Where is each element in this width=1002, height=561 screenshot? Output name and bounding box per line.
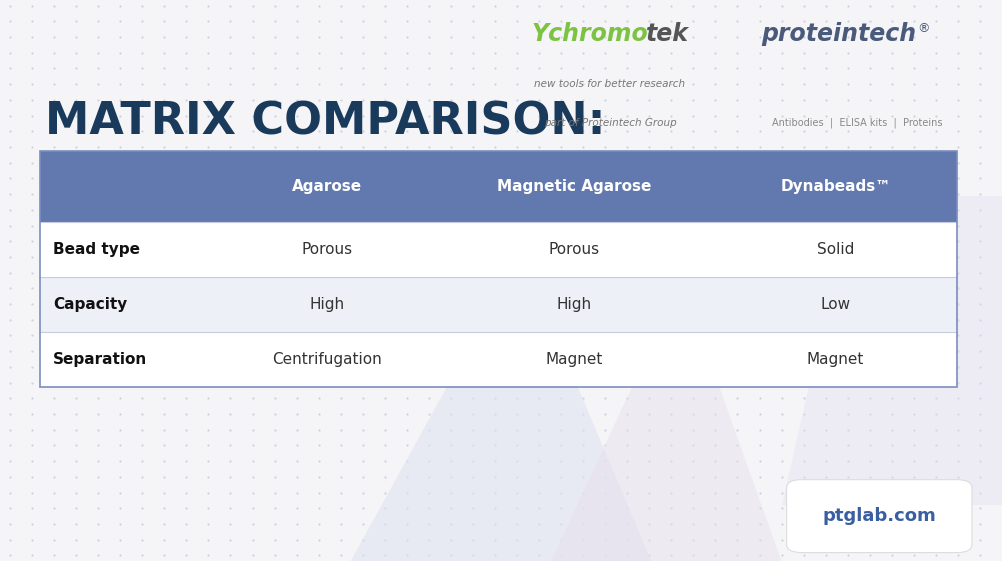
Polygon shape — [782, 196, 1002, 505]
FancyBboxPatch shape — [787, 480, 972, 553]
Text: new tools for better research: new tools for better research — [534, 79, 685, 89]
Text: ®: ® — [917, 22, 929, 35]
Bar — [40, 222, 957, 277]
Text: Low: Low — [821, 297, 851, 312]
Bar — [40, 151, 957, 222]
Bar — [40, 151, 957, 387]
Text: Porous: Porous — [301, 242, 352, 257]
Text: High: High — [309, 297, 344, 312]
Text: part of Proteintech Group: part of Proteintech Group — [544, 118, 676, 128]
Text: Capacity: Capacity — [53, 297, 127, 312]
Bar — [40, 151, 957, 387]
Text: Centrifugation: Centrifugation — [272, 352, 382, 367]
Text: proteintech: proteintech — [762, 22, 917, 47]
Text: Bead type: Bead type — [53, 242, 140, 257]
Text: Solid: Solid — [817, 242, 854, 257]
Text: Magnetic Agarose: Magnetic Agarose — [497, 180, 651, 194]
Bar — [40, 332, 957, 387]
Text: Ychromo: Ychromo — [531, 22, 648, 47]
Text: Antibodies  |  ELISA kits  |  Proteins: Antibodies | ELISA kits | Proteins — [772, 118, 942, 128]
Text: Magnet: Magnet — [545, 352, 603, 367]
Text: Separation: Separation — [53, 352, 147, 367]
Text: Dynabeads™: Dynabeads™ — [781, 180, 891, 194]
Text: Agarose: Agarose — [292, 180, 362, 194]
Bar — [40, 277, 957, 332]
Text: MATRIX COMPARISON:: MATRIX COMPARISON: — [45, 101, 605, 144]
Text: Porous: Porous — [548, 242, 599, 257]
Text: High: High — [556, 297, 592, 312]
Text: Magnet: Magnet — [807, 352, 864, 367]
Polygon shape — [551, 280, 782, 561]
Polygon shape — [351, 252, 651, 561]
Text: ptglab.com: ptglab.com — [823, 507, 937, 525]
Text: tek: tek — [646, 22, 689, 47]
